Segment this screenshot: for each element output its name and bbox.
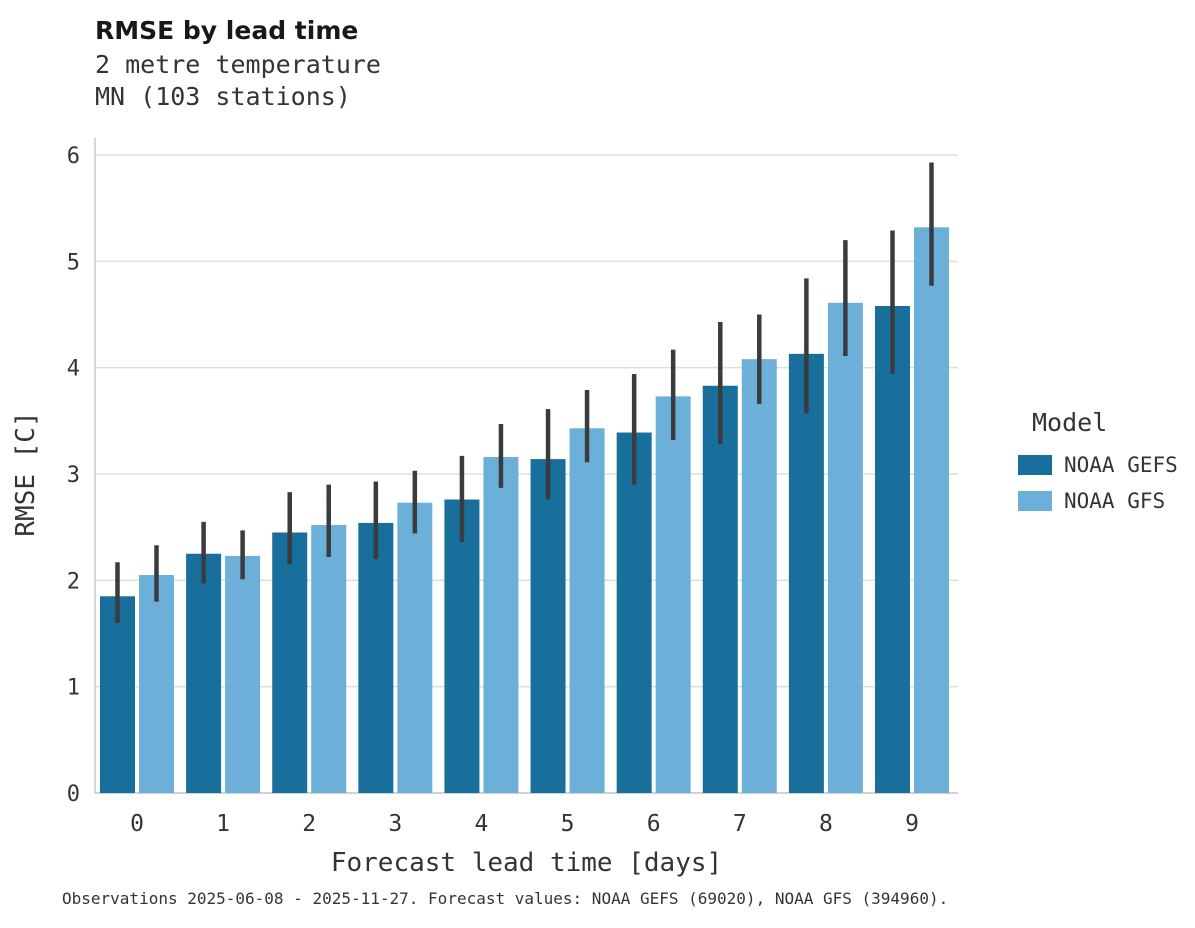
- x-tick-label-6: 6: [647, 811, 661, 837]
- chart-subtitle-region: MN (103 stations): [95, 82, 351, 111]
- x-axis-label: Forecast lead time [days]: [331, 848, 722, 878]
- legend-title: Model: [1032, 408, 1108, 437]
- bar-noaa-gefs-lead-9: [875, 305, 910, 793]
- bar-noaa-gefs-lead-2: [272, 532, 308, 793]
- bar-noaa-gefs-lead-4: [444, 499, 480, 793]
- bar-noaa-gfs-lead-2: [311, 525, 347, 793]
- bar-noaa-gfs-lead-7: [741, 359, 777, 793]
- x-tick-label-4: 4: [475, 811, 489, 837]
- bar-noaa-gfs-lead-5: [569, 428, 605, 793]
- x-tick-label-8: 8: [819, 811, 833, 837]
- y-tick-label-3: 3: [67, 463, 80, 488]
- bar-noaa-gefs-lead-6: [616, 432, 652, 793]
- legend-swatch-noaa-gfs: [1018, 491, 1052, 511]
- x-tick-label-9: 9: [905, 811, 919, 837]
- x-tick-label-2: 2: [302, 811, 316, 837]
- y-tick-label-6: 6: [67, 144, 80, 169]
- x-tick-label-0: 0: [130, 811, 144, 837]
- bar-noaa-gefs-lead-3: [358, 522, 394, 793]
- bar-noaa-gfs-lead-4: [483, 456, 519, 793]
- bar-noaa-gefs-lead-7: [702, 385, 738, 793]
- x-tick-label-7: 7: [733, 811, 747, 837]
- y-axis-label: RMSE [C]: [11, 411, 41, 536]
- y-tick-label-5: 5: [67, 250, 80, 275]
- x-tick-label-3: 3: [388, 811, 402, 837]
- y-tick-label-0: 0: [67, 782, 80, 807]
- x-tick-label-5: 5: [561, 811, 575, 837]
- bar-noaa-gefs-lead-8: [788, 353, 824, 793]
- y-tick-label-4: 4: [67, 357, 80, 382]
- chart-caption: Observations 2025-06-08 - 2025-11-27. Fo…: [62, 889, 949, 908]
- bar-noaa-gfs-lead-3: [397, 502, 433, 793]
- bar-noaa-gfs-lead-1: [225, 555, 261, 793]
- bar-noaa-gefs-lead-5: [530, 459, 566, 793]
- legend-swatch-noaa-gefs: [1018, 455, 1052, 475]
- bar-noaa-gfs-lead-8: [827, 302, 863, 793]
- legend: Model NOAA GEFS NOAA GFS: [1018, 408, 1178, 525]
- y-tick-label-1: 1: [67, 676, 80, 701]
- bar-noaa-gfs-lead-6: [655, 396, 691, 793]
- legend-entry-noaa-gefs: NOAA GEFS: [1018, 453, 1178, 477]
- chart-subtitle-variable: 2 metre temperature: [95, 50, 381, 79]
- x-tick-label-1: 1: [216, 811, 230, 837]
- chart-title: RMSE by lead time: [95, 16, 359, 45]
- bar-noaa-gfs-lead-0: [139, 575, 174, 793]
- legend-label-noaa-gfs: NOAA GFS: [1064, 489, 1166, 513]
- y-tick-label-2: 2: [67, 569, 80, 594]
- bar-noaa-gefs-lead-0: [100, 596, 135, 793]
- bar-noaa-gefs-lead-1: [186, 553, 222, 793]
- legend-entry-noaa-gfs: NOAA GFS: [1018, 489, 1178, 513]
- legend-label-noaa-gefs: NOAA GEFS: [1064, 453, 1178, 477]
- bar-noaa-gfs-lead-9: [914, 227, 949, 794]
